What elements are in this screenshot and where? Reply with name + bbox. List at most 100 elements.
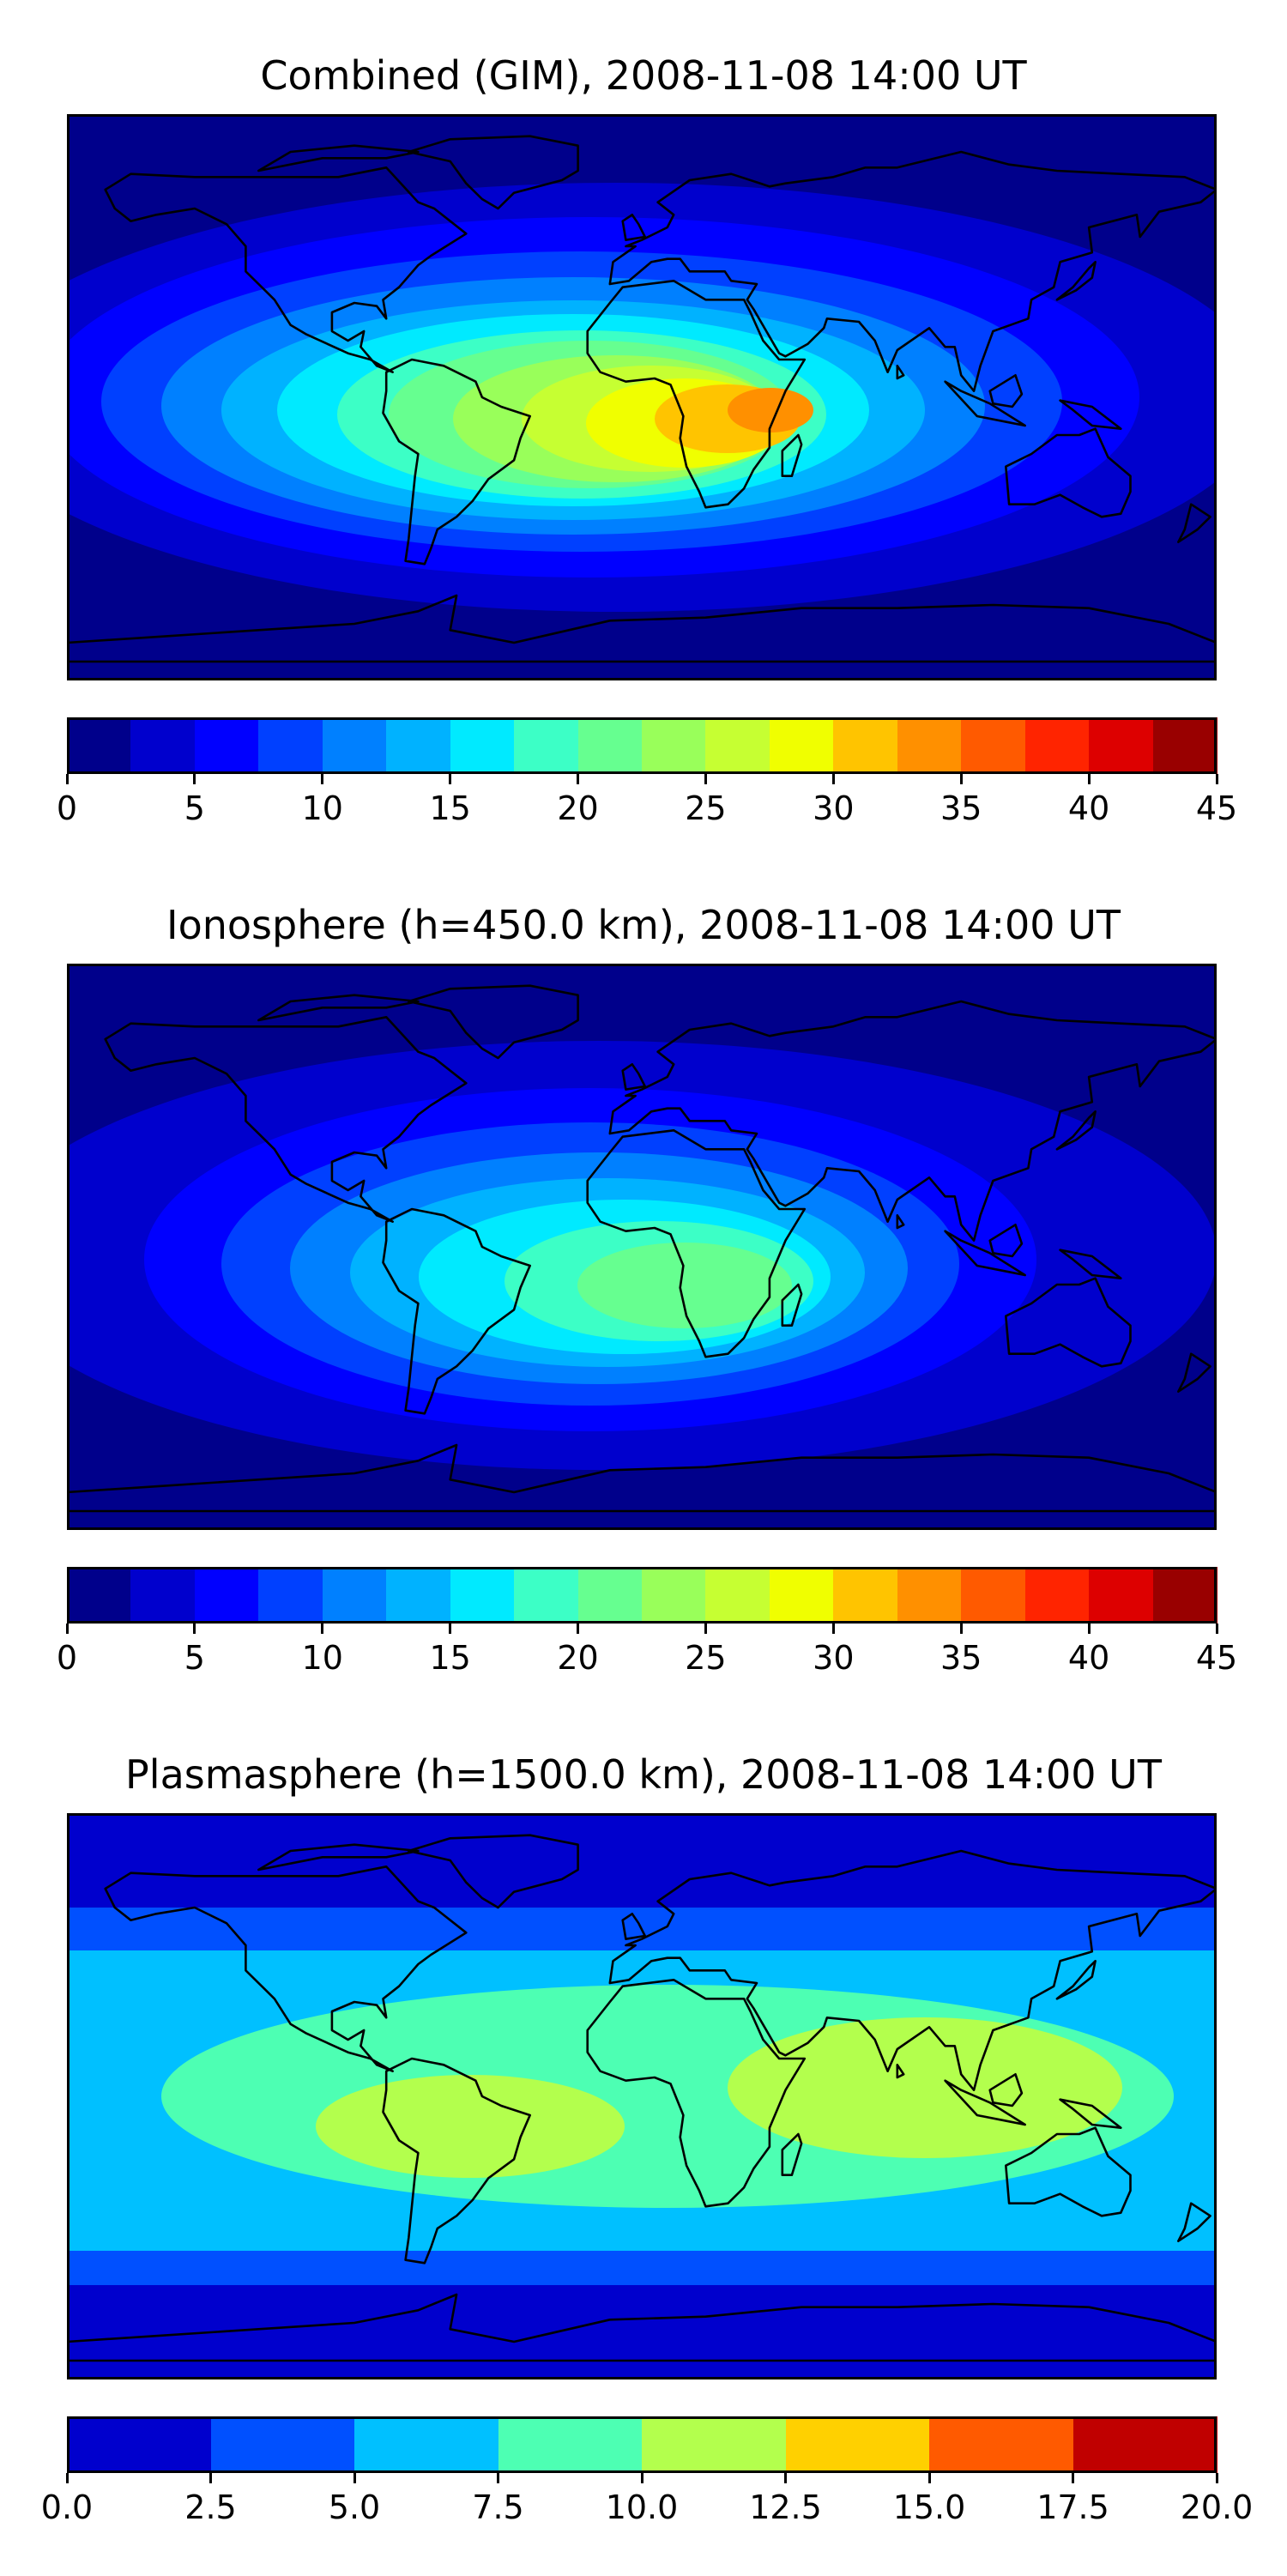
colorbar-tick-label: 25 <box>685 789 727 827</box>
colorbar-segment <box>642 717 707 774</box>
map-plasmasphere <box>67 1813 1217 2379</box>
tec-field-combined <box>67 114 1217 680</box>
new-zealand-coast <box>1177 503 1211 543</box>
contour-band <box>316 2075 625 2178</box>
colorbar-segment <box>1024 717 1090 774</box>
new-guinea-coast <box>1059 2098 1122 2129</box>
colorbar-segment <box>642 2416 787 2473</box>
colorbar-segment <box>210 2416 355 2473</box>
colorbar-tick-label: 45 <box>1195 1639 1238 1677</box>
colorbar-segment <box>961 1567 1026 1624</box>
colorbar-segment <box>705 1567 770 1624</box>
north-america-coast <box>104 166 468 373</box>
colorbar-segment <box>130 717 196 774</box>
colorbar-ionosphere <box>67 1567 1218 1624</box>
colorbar-segment <box>769 1567 834 1624</box>
colorbar-plasmasphere <box>67 2416 1218 2473</box>
colorbar-tick-label: 40 <box>1067 789 1110 827</box>
colorbar-tick-label: 10 <box>301 1639 343 1677</box>
sri-lanka-coast <box>896 1214 905 1230</box>
new-guinea-coast <box>1059 1249 1122 1279</box>
colorbar-tick-label: 0.0 <box>40 2488 94 2526</box>
africa-coast <box>586 1129 807 1358</box>
colorbar-tick-label: 15.0 <box>892 2488 966 2526</box>
colorbar-tick-label: 20 <box>557 789 599 827</box>
colorbar-segment <box>130 1567 196 1624</box>
contour-band <box>577 1243 792 1328</box>
colorbar-ticks-ionosphere: 0 5 10 15 20 25 30 35 40 45 <box>57 1624 1237 1726</box>
greenland-coast <box>408 984 579 1060</box>
colorbar-tick-label: 10 <box>301 789 343 827</box>
colorbar-segment <box>514 717 579 774</box>
colorbar-ticks-combined: 0 5 10 15 20 25 30 35 40 45 <box>57 774 1237 877</box>
map-ionosphere <box>67 964 1217 1530</box>
colorbar-segment <box>67 2416 212 2473</box>
colorbar-segment <box>1024 1567 1090 1624</box>
colorbar-segment <box>194 717 259 774</box>
colorbar-tick-label: 17.5 <box>1036 2488 1109 2526</box>
north-america-coast <box>104 1016 468 1223</box>
coastlines-ionosphere <box>67 984 1217 1513</box>
colorbar-segment <box>258 717 323 774</box>
british-isles-coast <box>621 1913 646 1940</box>
british-isles-coast <box>621 1063 646 1091</box>
colorbar-tick-label: 35 <box>940 789 982 827</box>
australia-coast <box>1005 1277 1132 1368</box>
panel-title-ionosphere: Ionosphere (h=450.0 km), 2008-11-08 14:0… <box>166 902 1121 948</box>
colorbar-tick-label: 5 <box>184 1639 205 1677</box>
colorbar-ticks-plasmasphere: 0.0 2.5 5.0 7.5 10.0 12.5 15.0 17.5 20.0 <box>41 2473 1253 2576</box>
borneo-coast <box>988 2073 1024 2107</box>
south-america-coast <box>382 358 531 565</box>
south-america-coast <box>382 1207 531 1415</box>
north-america-coast <box>104 1865 468 2072</box>
colorbar-segment <box>833 1567 898 1624</box>
panel-title-plasmasphere: Plasmasphere (h=1500.0 km), 2008-11-08 1… <box>125 1751 1162 1798</box>
british-isles-coast <box>621 214 646 241</box>
africa-coast <box>586 280 807 509</box>
colorbar-tick-label: 15 <box>429 1639 471 1677</box>
colorbar-tick-label: 5 <box>184 789 205 827</box>
colorbar-tick-label: 7.5 <box>472 2488 524 2526</box>
colorbar-segment <box>1089 717 1154 774</box>
colorbar-segment <box>929 2416 1074 2473</box>
map-combined <box>67 114 1217 680</box>
borneo-coast <box>988 374 1024 408</box>
australia-coast <box>1005 2126 1132 2217</box>
colorbar-tick-label: 40 <box>1067 1639 1110 1677</box>
colorbar-segment <box>322 1567 387 1624</box>
colorbar-segment <box>577 717 643 774</box>
colorbar-segment <box>897 1567 962 1624</box>
map-svg-ionosphere <box>67 964 1217 1530</box>
antarctica-coast <box>67 2293 1217 2362</box>
colorbar-segment <box>322 717 387 774</box>
australia-coast <box>1005 427 1132 518</box>
colorbar-segment <box>194 1567 259 1624</box>
colorbar-combined <box>67 717 1218 774</box>
tec-field-ionosphere <box>67 964 1217 1530</box>
indonesia-coast <box>944 1230 1026 1277</box>
colorbar-segment <box>386 1567 451 1624</box>
colorbar-segment <box>67 1567 132 1624</box>
colorbar-tick-label: 12.5 <box>749 2488 822 2526</box>
antarctica-coast <box>67 594 1217 663</box>
colorbar-segment <box>833 717 898 774</box>
colorbar-segment <box>705 717 770 774</box>
colorbar-segment <box>1152 1567 1218 1624</box>
colorbar-segment <box>450 717 515 774</box>
canadian-arctic-coast <box>257 1843 420 1872</box>
contour-band <box>728 388 813 432</box>
japan-coast <box>1055 1960 1097 2000</box>
colorbar-tick-label: 15 <box>429 789 471 827</box>
coastlines-plasmasphere <box>67 1834 1217 2362</box>
japan-coast <box>1055 1110 1097 1151</box>
tec-field-plasmasphere <box>67 1813 1217 2379</box>
colorbar-segment <box>642 1567 707 1624</box>
madagascar-coast <box>781 433 803 477</box>
africa-coast <box>586 1979 807 2208</box>
colorbar-segment <box>1152 717 1218 774</box>
colorbar-segment <box>498 2416 643 2473</box>
colorbar-segment <box>258 1567 323 1624</box>
new-zealand-coast <box>1177 1352 1211 1393</box>
colorbar-segment <box>769 717 834 774</box>
map-svg-combined <box>67 114 1217 680</box>
